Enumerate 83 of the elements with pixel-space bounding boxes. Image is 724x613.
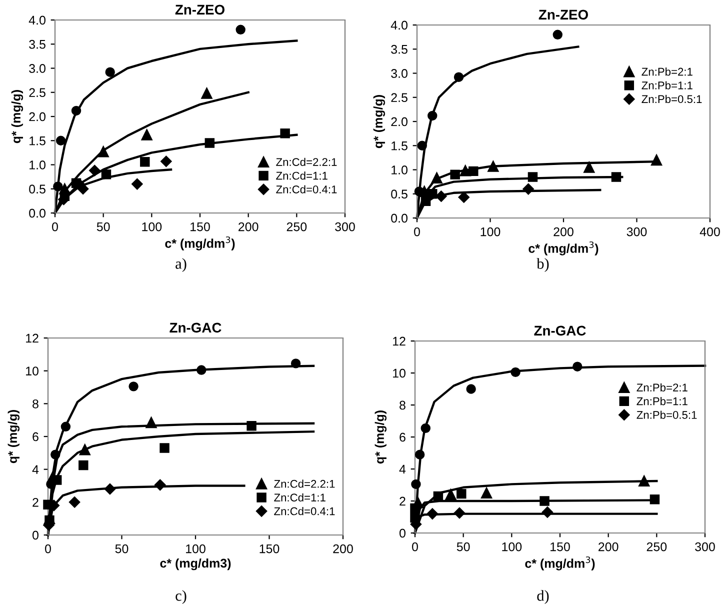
y-axis-title: q* (mg/g) <box>374 410 387 464</box>
legend-label: Zn:Pb=2:1 <box>642 68 692 76</box>
y-tick-label: 2.5 <box>391 93 408 102</box>
x-axis-title: c* (mg/dm3) <box>160 558 231 570</box>
legend-label: Zn:Cd=2.2:1 <box>276 158 337 166</box>
y-tick-label: 2.5 <box>29 88 46 98</box>
text: b) <box>536 258 549 272</box>
y-tick-label: 1.0 <box>30 160 46 170</box>
x-tick-label: 250 <box>646 542 667 552</box>
y-tick-label: 1.0 <box>392 166 408 174</box>
chart-title: Zn-GAC <box>534 326 586 336</box>
x-tick-label: 400 <box>700 227 720 236</box>
x-axis-title: c* (mg/dm$^{3}$) <box>165 236 235 250</box>
y-tick-label: 3.5 <box>29 40 46 49</box>
y-tick-label: 3.0 <box>29 64 46 73</box>
y-tick-label: 4.0 <box>390 20 408 30</box>
x-tick-label: 200 <box>333 544 353 554</box>
y-tick-label: 4 <box>32 465 39 474</box>
x-tick-label: 0 <box>414 227 420 236</box>
x-tick-label: 50 <box>96 222 110 232</box>
x-tick-label: 200 <box>598 542 618 552</box>
y-axis-title: q* (mg/g) <box>11 90 24 144</box>
text: a) <box>176 258 186 272</box>
y-tick-label: 0 <box>400 528 406 538</box>
legend-label: Zn:Cd=1:1 <box>276 172 328 180</box>
y-tick-label: 1.5 <box>30 136 46 146</box>
chart-title: Zn-ZEO <box>538 10 588 20</box>
y-tick-label: 10 <box>26 366 38 376</box>
legend-label: Zn:Cd=2.2:1 <box>274 480 335 488</box>
y-tick-label: 12 <box>26 334 38 343</box>
legend-label: Zn:Cd=1:1 <box>274 493 326 502</box>
legend-label: Zn:Pb=0.5:1 <box>636 410 697 419</box>
x-tick-label: 50 <box>456 542 470 552</box>
x-tick-label: 250 <box>286 222 307 232</box>
x-tick-label: 100 <box>502 542 522 552</box>
y-tick-label: 10 <box>393 368 406 378</box>
y-tick-label: 0.0 <box>391 214 408 223</box>
y-tick-label: 3.0 <box>391 69 408 78</box>
y-tick-label: 12 <box>393 336 406 346</box>
x-tick-label: 150 <box>550 542 570 552</box>
x-tick-label: 150 <box>190 222 210 232</box>
y-axis-title: q* (mg/g) <box>373 95 386 148</box>
y-tick-label: 8 <box>32 399 38 408</box>
y-tick-label: 0.5 <box>29 184 46 194</box>
text: d) <box>537 590 549 604</box>
y-tick-label: 2.0 <box>391 117 408 126</box>
x-tick-label: 50 <box>115 544 128 554</box>
legend-label: Zn:Pb=1:1 <box>636 397 688 406</box>
x-tick-label: 100 <box>480 227 500 236</box>
legend-label: Zn:Cd=0.4:1 <box>274 507 335 516</box>
chart-title: Zn-GAC <box>170 322 222 333</box>
chart-title: Zn-ZEO <box>175 4 224 15</box>
legend-label: Zn:Pb=0.5:1 <box>642 94 702 104</box>
x-tick-label: 100 <box>186 544 206 554</box>
y-tick-label: 1.5 <box>392 142 408 150</box>
x-tick-label: 150 <box>260 544 280 554</box>
legend-label: Zn:Pb=2:1 <box>636 383 688 392</box>
y-tick-label: 6 <box>400 432 406 442</box>
y-tick-label: 0.5 <box>391 190 408 199</box>
x-axis-title: c* (mg/dm$^{3}$) <box>528 241 598 256</box>
x-tick-label: 0 <box>52 222 58 232</box>
y-axis-title: q* (mg/g) <box>8 410 20 464</box>
x-tick-label: 0 <box>412 542 418 552</box>
y-tick-label: 2.0 <box>29 112 46 122</box>
y-tick-label: 4.0 <box>28 16 46 25</box>
x-tick-label: 200 <box>238 222 258 232</box>
y-tick-label: 4 <box>399 464 406 474</box>
y-tick-label: 6 <box>32 432 38 442</box>
x-tick-label: 300 <box>626 227 647 236</box>
y-tick-label: 0 <box>32 530 38 540</box>
y-tick-label: 2 <box>32 498 38 507</box>
y-tick-label: 8 <box>400 400 406 410</box>
y-tick-label: 2 <box>400 496 406 506</box>
legend-label: Zn:Cd=0.4:1 <box>276 185 337 194</box>
x-axis-title: c* (mg/dm$^{3}$) <box>525 556 595 570</box>
legend-label: Zn:Pb=1:1 <box>642 81 692 90</box>
x-tick-label: 100 <box>142 222 162 232</box>
x-tick-label: 300 <box>695 542 715 552</box>
x-tick-label: 300 <box>335 222 355 232</box>
y-tick-label: 3.5 <box>391 44 408 54</box>
x-tick-label: 200 <box>554 227 574 236</box>
y-tick-label: 0.0 <box>29 208 46 218</box>
text: c) <box>176 590 186 604</box>
